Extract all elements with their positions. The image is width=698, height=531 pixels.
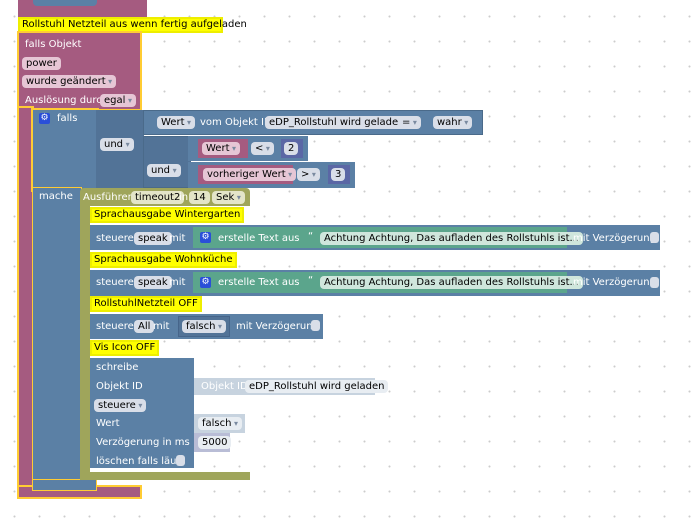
clear-if-running-checkbox[interactable] bbox=[176, 455, 185, 466]
previous-inner-block[interactable] bbox=[33, 0, 97, 6]
operator-dropdown-3[interactable]: > bbox=[297, 168, 320, 181]
and-dropdown-1[interactable]: und bbox=[100, 138, 134, 151]
event-block-bottom bbox=[17, 485, 142, 499]
comment-vis-icon-off[interactable]: Vis Icon OFF bbox=[90, 340, 160, 356]
timeout-in-label: in bbox=[179, 192, 189, 203]
number-field-3[interactable]: 3 bbox=[331, 168, 346, 181]
object-id-label: Objekt ID bbox=[96, 381, 143, 392]
delay-checkbox-2[interactable] bbox=[650, 277, 659, 288]
target-field-2[interactable]: speak bbox=[134, 276, 172, 289]
do-label: mache bbox=[39, 191, 73, 202]
object-id-prefix: Objekt ID bbox=[201, 381, 248, 392]
trigger-dropdown[interactable]: egal bbox=[100, 94, 136, 107]
if-block-arm bbox=[32, 187, 82, 484]
delay-label-1: mit Verzögerung bbox=[573, 233, 656, 244]
timeout-name-field[interactable]: timeout2 bbox=[131, 191, 185, 204]
if-block-bottom bbox=[32, 479, 97, 491]
write-object-field[interactable]: eDP_Rollstuhl wird geladen bbox=[245, 380, 389, 393]
of-object-label: vom Objekt ID bbox=[200, 117, 272, 128]
gear-icon[interactable]: ⚙ bbox=[200, 232, 211, 243]
quote-open-icon: “ bbox=[308, 275, 314, 286]
event-title: falls Objekt bbox=[25, 39, 82, 50]
comment-netzteil-off[interactable]: RollstuhlNetzteil OFF bbox=[90, 296, 202, 312]
delay-ms-label: Verzögerung in ms bbox=[96, 437, 190, 448]
write-value-dropdown[interactable]: falsch bbox=[198, 417, 243, 430]
property-dropdown-1[interactable]: Wert bbox=[157, 116, 196, 129]
object-id-field[interactable]: eDP_Rollstuhl wird geladen bbox=[265, 116, 409, 129]
write-title: schreibe bbox=[96, 362, 139, 373]
text-join-label-1: erstelle Text aus bbox=[218, 233, 300, 244]
timeout-block-arm bbox=[80, 205, 90, 475]
if-label: falls bbox=[57, 113, 78, 124]
clear-if-running-label: löschen falls läuft bbox=[96, 456, 184, 467]
timeout-unit-dropdown[interactable]: Sek bbox=[212, 191, 245, 204]
delay-label-2: mit Verzögerung bbox=[573, 277, 656, 288]
comment-wintergarten[interactable]: Sprachausgabe Wintergarten bbox=[90, 207, 245, 223]
delay-checkbox-1[interactable] bbox=[650, 232, 659, 243]
operator-dropdown-2[interactable]: < bbox=[251, 142, 274, 155]
text-field-1[interactable]: Achtung Achtung, Das aufladen des Rollst… bbox=[320, 232, 584, 245]
with-label-3: mit bbox=[153, 321, 170, 332]
with-label-2: mit bbox=[169, 277, 186, 288]
write-block[interactable] bbox=[90, 358, 194, 468]
mode-dropdown[interactable]: steuere bbox=[94, 399, 147, 412]
text-join-label-2: erstelle Text aus bbox=[218, 277, 300, 288]
target-field-3[interactable]: All bbox=[134, 320, 155, 333]
control-label-1: steuere bbox=[96, 233, 134, 244]
value-dropdown-1[interactable]: wahr bbox=[433, 116, 473, 129]
gear-icon[interactable]: ⚙ bbox=[200, 277, 211, 288]
text-field-2[interactable]: Achtung Achtung, Das aufladen des Rollst… bbox=[320, 276, 584, 289]
operator-dropdown-1[interactable]: = bbox=[398, 116, 421, 129]
trigger-label: Auslösung durch bbox=[25, 95, 109, 106]
boolean-dropdown[interactable]: falsch bbox=[182, 320, 227, 333]
timeout-label: Ausführen bbox=[83, 192, 134, 203]
timeout-block-bottom bbox=[80, 472, 250, 480]
with-label-1: mit bbox=[169, 233, 186, 244]
and-dropdown-2[interactable]: und bbox=[147, 164, 181, 177]
event-block-arm bbox=[17, 106, 34, 490]
quote-open-icon: “ bbox=[308, 231, 314, 242]
number-field-2[interactable]: 2 bbox=[284, 142, 299, 155]
event-comment[interactable]: Rollstuhl Netzteil aus wenn fertig aufge… bbox=[18, 17, 247, 33]
condition-dropdown[interactable]: wurde geändert bbox=[22, 75, 117, 88]
and-block-inner[interactable] bbox=[143, 136, 191, 188]
gear-icon[interactable]: ⚙ bbox=[39, 113, 50, 124]
value-label: Wert bbox=[96, 418, 120, 429]
delay-checkbox-3[interactable] bbox=[311, 320, 320, 331]
control-label-3: steuere bbox=[96, 321, 134, 332]
comment-wohnkueche[interactable]: Sprachausgabe Wohnküche bbox=[90, 252, 237, 268]
object-field[interactable]: power bbox=[22, 57, 61, 70]
control-label-2: steuere bbox=[96, 277, 134, 288]
target-field-1[interactable]: speak bbox=[134, 232, 172, 245]
delay-label-3: mit Verzögerung bbox=[236, 321, 319, 332]
timeout-value-field[interactable]: 14 bbox=[189, 191, 210, 204]
property-dropdown-2[interactable]: Wert bbox=[202, 142, 241, 155]
delay-ms-field[interactable]: 5000 bbox=[198, 436, 232, 449]
property-dropdown-3[interactable]: vorheriger Wert bbox=[203, 168, 297, 181]
